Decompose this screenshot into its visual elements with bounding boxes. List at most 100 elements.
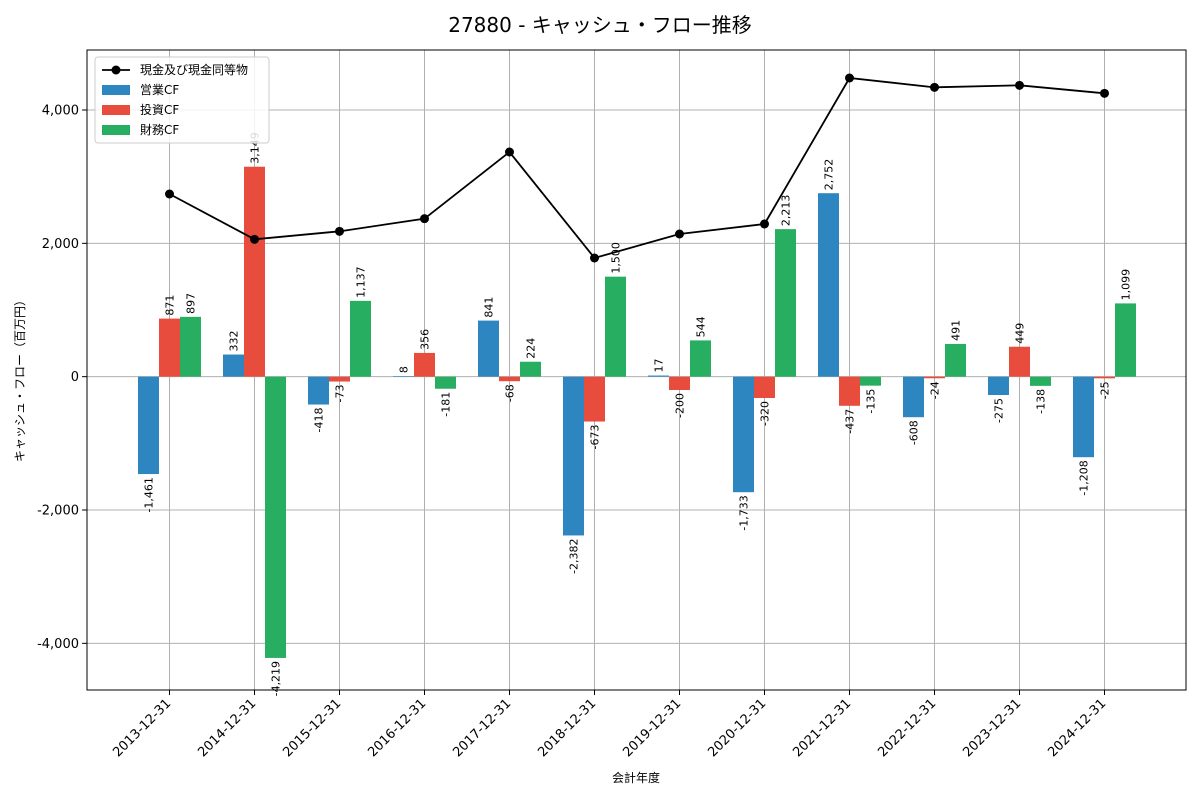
x-axis-label: 会計年度 bbox=[612, 770, 660, 785]
cash-line-point bbox=[335, 226, 344, 236]
bar bbox=[414, 352, 435, 377]
data-label: -68 bbox=[504, 384, 517, 402]
chart-title: 27880 - キャッシュ・フロー推移 bbox=[448, 13, 752, 37]
data-label: 332 bbox=[228, 331, 241, 352]
data-label: -1,733 bbox=[738, 495, 751, 530]
legend-label: 投資CF bbox=[140, 102, 179, 117]
data-label: -275 bbox=[993, 398, 1006, 423]
cash-line-point bbox=[760, 219, 769, 229]
legend-label: 営業CF bbox=[140, 83, 179, 97]
bar bbox=[478, 320, 499, 377]
bar bbox=[393, 376, 414, 377]
y-tick-label: 2,000 bbox=[42, 237, 79, 252]
x-tick-label: 2020-12-31 bbox=[705, 696, 769, 760]
legend-box bbox=[94, 56, 270, 144]
data-label: -608 bbox=[908, 420, 921, 445]
bar bbox=[1094, 376, 1115, 379]
cash-line-point bbox=[420, 214, 429, 224]
bar bbox=[329, 376, 350, 382]
data-label: 356 bbox=[419, 329, 432, 350]
data-label: 2,752 bbox=[823, 159, 836, 191]
y-tick-label: -2,000 bbox=[37, 504, 79, 519]
data-label: -1,461 bbox=[143, 477, 156, 512]
bar bbox=[733, 376, 754, 493]
data-label: -25 bbox=[1099, 381, 1112, 399]
bar bbox=[499, 376, 520, 382]
data-label: 1,500 bbox=[610, 242, 623, 274]
grid-layer bbox=[87, 50, 1186, 690]
data-label: -73 bbox=[334, 385, 347, 403]
data-label: 544 bbox=[695, 316, 708, 337]
legend-label: 財務CF bbox=[140, 122, 179, 137]
bar bbox=[903, 376, 924, 418]
cash-line-point bbox=[590, 253, 599, 263]
x-tick-label: 2016-12-31 bbox=[365, 696, 429, 760]
y-tick-label: 4,000 bbox=[42, 104, 79, 119]
x-tick-label: 2015-12-31 bbox=[280, 696, 344, 760]
x-tick-label: 2024-12-31 bbox=[1045, 696, 1109, 760]
legend-label: 現金及び現金同等物 bbox=[140, 62, 248, 77]
data-label: 491 bbox=[950, 320, 963, 341]
data-label: -2,382 bbox=[568, 538, 581, 573]
bar bbox=[520, 361, 541, 377]
data-label: -138 bbox=[1035, 389, 1048, 414]
bar bbox=[1073, 376, 1094, 458]
y-tick-label: -4,000 bbox=[37, 637, 79, 652]
cash-line-point bbox=[505, 147, 514, 157]
cash-line-point bbox=[1100, 88, 1109, 98]
legend-swatch bbox=[102, 105, 130, 115]
data-label: -4,219 bbox=[270, 661, 283, 696]
x-tick-label: 2021-12-31 bbox=[790, 696, 854, 760]
data-label: 17 bbox=[653, 359, 666, 373]
bar bbox=[308, 376, 329, 405]
bar bbox=[1009, 346, 1030, 377]
bar bbox=[223, 354, 244, 377]
bar bbox=[924, 376, 945, 379]
legend-marker bbox=[111, 65, 121, 75]
x-tick-label: 2017-12-31 bbox=[450, 696, 514, 760]
bars-layer bbox=[138, 166, 1136, 658]
legend-swatch bbox=[102, 85, 130, 95]
data-label: 871 bbox=[164, 295, 177, 316]
data-label: 449 bbox=[1014, 323, 1027, 344]
data-label: 1,137 bbox=[355, 266, 368, 298]
bar bbox=[584, 376, 605, 422]
bar bbox=[754, 376, 775, 398]
bar bbox=[350, 300, 371, 377]
x-tick-label: 2014-12-31 bbox=[195, 696, 259, 760]
data-label: 224 bbox=[525, 338, 538, 359]
cash-line-point bbox=[845, 73, 854, 83]
y-tick-label: 0 bbox=[71, 370, 79, 385]
data-label: -320 bbox=[759, 401, 772, 426]
cash-line-point bbox=[165, 189, 174, 199]
bar bbox=[648, 375, 669, 377]
bar bbox=[818, 193, 839, 377]
data-label: -181 bbox=[440, 392, 453, 417]
data-label: -1,208 bbox=[1078, 460, 1091, 495]
data-label: -24 bbox=[929, 381, 942, 399]
bar bbox=[244, 166, 265, 377]
line-layer bbox=[165, 73, 1109, 263]
bar bbox=[1030, 376, 1051, 386]
bar bbox=[988, 376, 1009, 395]
data-label: 8 bbox=[398, 366, 411, 373]
legend-swatch bbox=[102, 125, 130, 135]
cash-line-point bbox=[675, 229, 684, 239]
x-tick-label: 2019-12-31 bbox=[620, 696, 684, 760]
data-labels-layer: -1,461 332 -418 8 841 -2,382 17 -1,733 2,752 -608… bbox=[143, 132, 1133, 696]
bar bbox=[839, 376, 860, 406]
data-label: 1,099 bbox=[1120, 269, 1133, 301]
cash-line-point bbox=[1015, 80, 1024, 90]
cash-line-point bbox=[250, 234, 259, 244]
data-label: -135 bbox=[865, 389, 878, 414]
bar bbox=[563, 376, 584, 536]
data-label: -673 bbox=[589, 425, 602, 450]
data-label: 2,213 bbox=[780, 195, 793, 227]
bar bbox=[690, 340, 711, 377]
bar bbox=[435, 376, 456, 389]
bar bbox=[605, 276, 626, 377]
data-label: 897 bbox=[185, 293, 198, 314]
